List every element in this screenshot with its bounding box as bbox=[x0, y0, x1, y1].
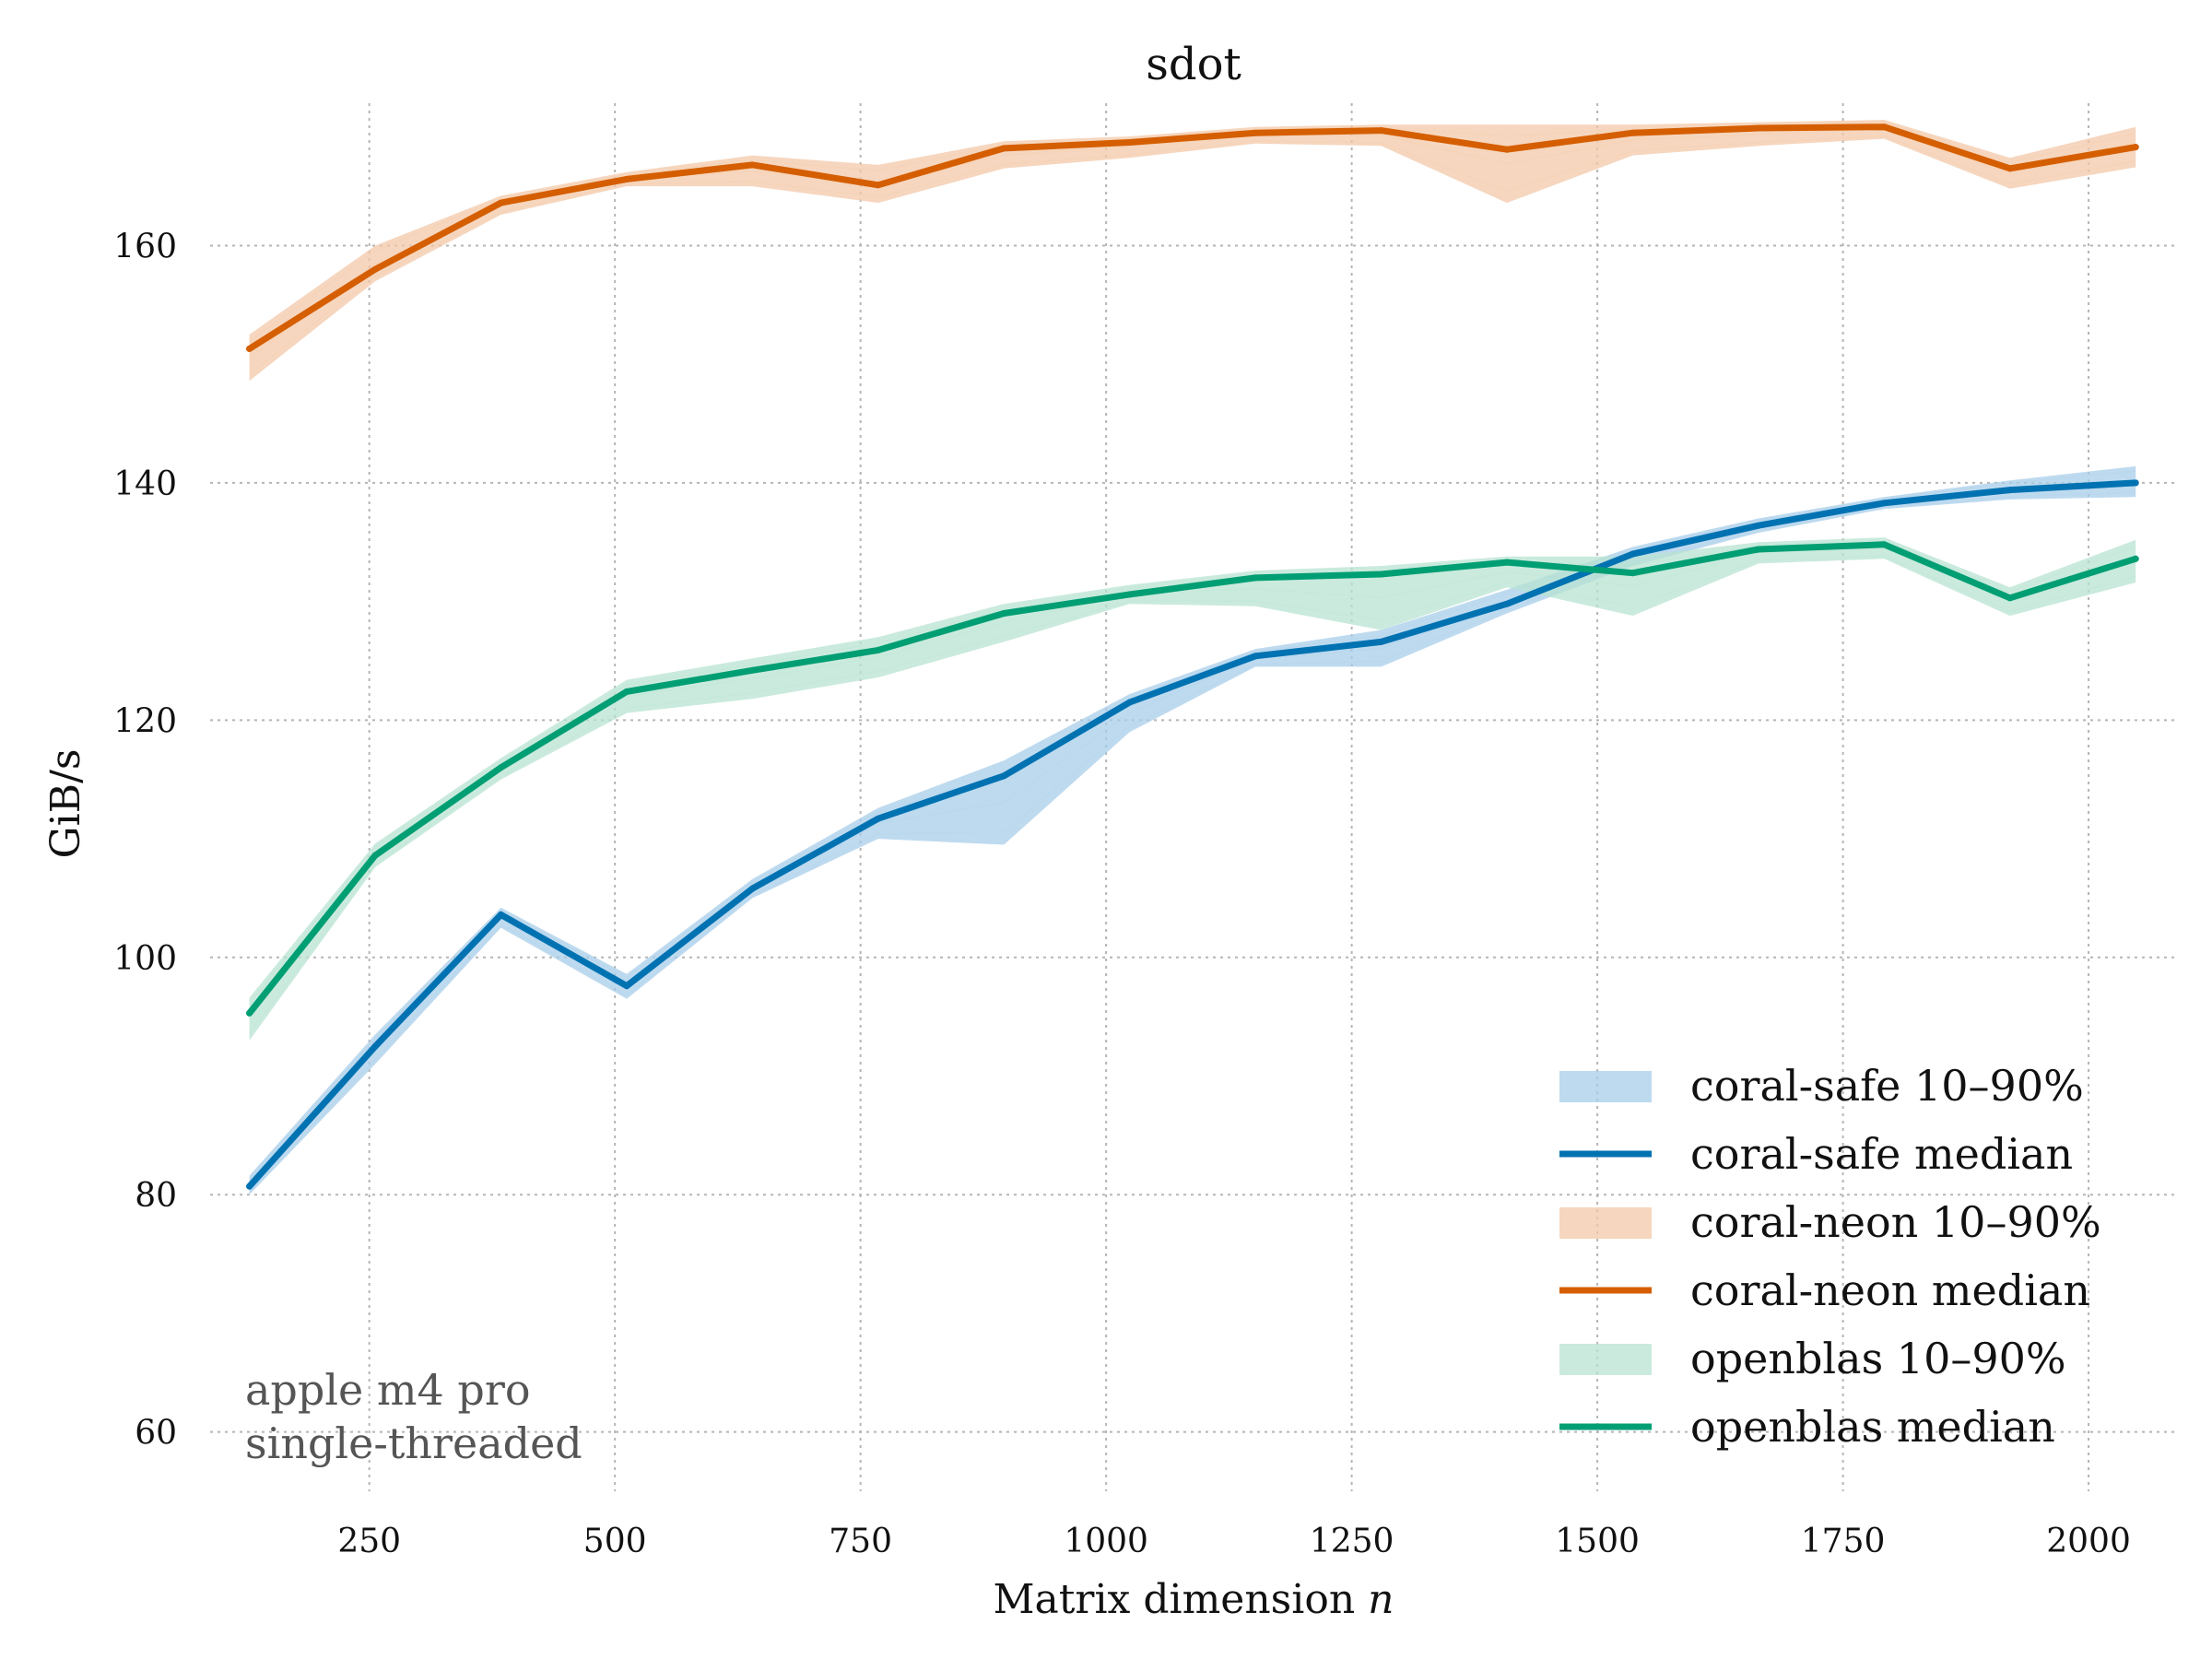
x-tick-label-1750: 1750 bbox=[1801, 1523, 1886, 1560]
y-tick-label-60: 60 bbox=[135, 1415, 177, 1453]
coral-neon-median-point bbox=[1880, 124, 1888, 131]
coral-neon-median-point bbox=[1503, 146, 1511, 153]
coral-neon-median-point bbox=[1378, 127, 1385, 135]
coral-safe-median-point bbox=[1630, 550, 1636, 558]
coral-neon-run-trace-2 bbox=[249, 128, 2136, 359]
annotation-line-1: apple m4 pro bbox=[245, 1365, 531, 1415]
x-tick-label-1500: 1500 bbox=[1555, 1523, 1640, 1560]
openblas-median-point bbox=[1000, 610, 1007, 617]
coral-neon-band-legend-label: coral-neon 10–90% bbox=[1690, 1197, 2101, 1247]
openblas-median-legend-label: openblas median bbox=[1690, 1402, 2055, 1452]
coral-safe-median-point bbox=[2006, 487, 2014, 494]
openblas-median-point bbox=[748, 666, 756, 674]
annotation-line-2: single-threaded bbox=[245, 1418, 582, 1468]
legend: coral-safe 10–90% coral-safe median coral-… bbox=[1559, 1061, 2101, 1452]
coral-safe-median-point bbox=[623, 982, 630, 990]
y-tick-label-80: 80 bbox=[135, 1177, 177, 1215]
openblas-median-point bbox=[246, 1009, 253, 1017]
x-tick-label-1000: 1000 bbox=[1064, 1523, 1148, 1560]
openblas-median-point bbox=[1755, 546, 1762, 553]
coral-neon-median-point bbox=[748, 161, 756, 169]
gridlines bbox=[210, 103, 2177, 1491]
coral-safe-band-swatch bbox=[1559, 1071, 1652, 1102]
coral-safe-median-point bbox=[1880, 500, 1888, 507]
coral-neon-median-point bbox=[1755, 124, 1762, 132]
coral-safe-median-point bbox=[498, 911, 504, 918]
coral-safe-median-point bbox=[246, 1182, 253, 1190]
openblas-band-legend-label: openblas 10–90% bbox=[1690, 1334, 2066, 1383]
platform-annotation: apple m4 pro single-threaded bbox=[245, 1365, 582, 1468]
coral-neon-median-point bbox=[246, 345, 253, 352]
x-tick-label-250: 250 bbox=[337, 1523, 401, 1560]
coral-neon-median-point bbox=[2006, 165, 2014, 172]
x-tick-label-500: 500 bbox=[583, 1523, 647, 1560]
coral-neon-band bbox=[249, 120, 2136, 382]
coral-safe-median-point bbox=[371, 1042, 379, 1050]
coral-safe-median-point bbox=[875, 815, 882, 822]
coral-neon-median-point bbox=[371, 265, 379, 273]
coral-safe-median-point bbox=[1503, 600, 1511, 607]
x-axis-label: Matrix dimension n bbox=[993, 1576, 1394, 1623]
coral-safe-median-point bbox=[1252, 653, 1259, 660]
coral-neon-median-point bbox=[623, 175, 630, 182]
median-lines bbox=[246, 124, 2139, 1190]
openblas-median-line bbox=[246, 541, 2139, 1017]
openblas-median-point bbox=[1503, 559, 1511, 566]
coral-neon-median-point bbox=[2132, 144, 2139, 151]
openblas-median-point bbox=[623, 688, 630, 695]
y-tick-label-140: 140 bbox=[113, 465, 177, 503]
coral-neon-band-swatch bbox=[1559, 1207, 1652, 1239]
coral-neon-median-point bbox=[1126, 139, 1134, 146]
openblas-band bbox=[249, 537, 2136, 1041]
percentile-bands bbox=[248, 120, 2136, 1195]
coral-safe-median-point bbox=[2132, 479, 2139, 487]
coral-safe-median-point bbox=[1755, 522, 1762, 529]
openblas-median-point bbox=[1252, 574, 1259, 582]
openblas-median-point bbox=[2132, 555, 2139, 562]
openblas-median-point bbox=[2006, 594, 2014, 602]
coral-safe-median-point bbox=[1378, 638, 1385, 645]
coral-neon-median-point bbox=[498, 199, 504, 206]
coral-safe-band-legend-label: coral-safe 10–90% bbox=[1690, 1061, 2084, 1111]
x-tick-labels: 250 500 750 1000 1250 1500 1750 2000 bbox=[337, 1523, 2131, 1560]
openblas-run-trace-2 bbox=[248, 547, 2136, 1020]
y-axis-label: GiB/s bbox=[42, 749, 89, 859]
openblas-median-point bbox=[371, 852, 379, 859]
coral-neon-median-point bbox=[1252, 129, 1259, 136]
openblas-median-point bbox=[1630, 570, 1636, 577]
openblas-median-point bbox=[875, 646, 882, 653]
y-tick-label-100: 100 bbox=[113, 940, 177, 978]
openblas-median-point bbox=[1126, 591, 1134, 598]
coral-safe-median-point bbox=[748, 885, 756, 892]
coral-neon-run-trace-3 bbox=[249, 122, 2136, 343]
x-tick-label-2000: 2000 bbox=[2046, 1523, 2131, 1560]
coral-safe-median-point bbox=[1000, 772, 1007, 780]
coral-safe-median-line bbox=[246, 479, 2139, 1190]
coral-neon-median-point bbox=[875, 182, 882, 189]
coral-neon-median-point bbox=[1000, 145, 1007, 152]
y-tick-label-160: 160 bbox=[113, 228, 177, 265]
coral-neon-run-trace-1 bbox=[248, 135, 2136, 375]
coral-safe-median-legend-label: coral-safe median bbox=[1690, 1129, 2073, 1179]
coral-neon-median-line bbox=[246, 124, 2139, 352]
x-tick-label-1250: 1250 bbox=[1310, 1523, 1394, 1560]
coral-neon-median-legend-label: coral-neon median bbox=[1690, 1265, 2090, 1315]
chart-title: sdot bbox=[1146, 39, 1241, 90]
x-tick-label-750: 750 bbox=[829, 1523, 892, 1560]
openblas-run-trace-1 bbox=[248, 554, 2136, 1035]
coral-neon-median-point bbox=[1630, 129, 1636, 136]
openblas-median-point bbox=[498, 764, 504, 771]
x-axis-label-variable: n bbox=[1368, 1576, 1394, 1623]
coral-safe-median-point bbox=[1126, 699, 1134, 706]
y-tick-labels: 60 80 100 120 140 160 bbox=[113, 228, 177, 1452]
openblas-band-swatch bbox=[1559, 1344, 1652, 1375]
y-tick-label-120: 120 bbox=[113, 702, 177, 740]
x-axis-label-text: Matrix dimension bbox=[993, 1576, 1355, 1623]
openblas-median-point bbox=[1378, 571, 1385, 578]
openblas-median-point bbox=[1880, 541, 1888, 548]
